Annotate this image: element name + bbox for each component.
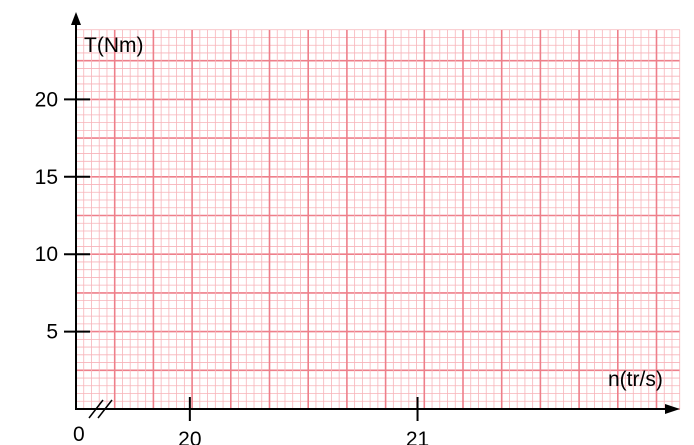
x-axis-label: n(tr/s) <box>608 368 663 391</box>
x-tick-label: 21 <box>406 428 429 445</box>
graph-paper-grid <box>75 29 681 410</box>
axes <box>71 12 680 419</box>
y-tick-label: 10 <box>35 243 58 266</box>
x-axis-break-mark <box>88 399 113 419</box>
ticks: 5 10 15 20 20 21 <box>35 88 430 445</box>
y-tick-label: 5 <box>46 321 58 344</box>
origin-label: 0 <box>73 423 85 445</box>
y-tick-label: 15 <box>35 166 58 189</box>
y-axis-label: T(Nm) <box>84 34 143 57</box>
x-axis-arrow <box>665 404 680 414</box>
x-tick-label: 20 <box>178 428 201 445</box>
y-tick-label: 20 <box>35 88 58 111</box>
y-axis-arrow <box>71 12 81 25</box>
